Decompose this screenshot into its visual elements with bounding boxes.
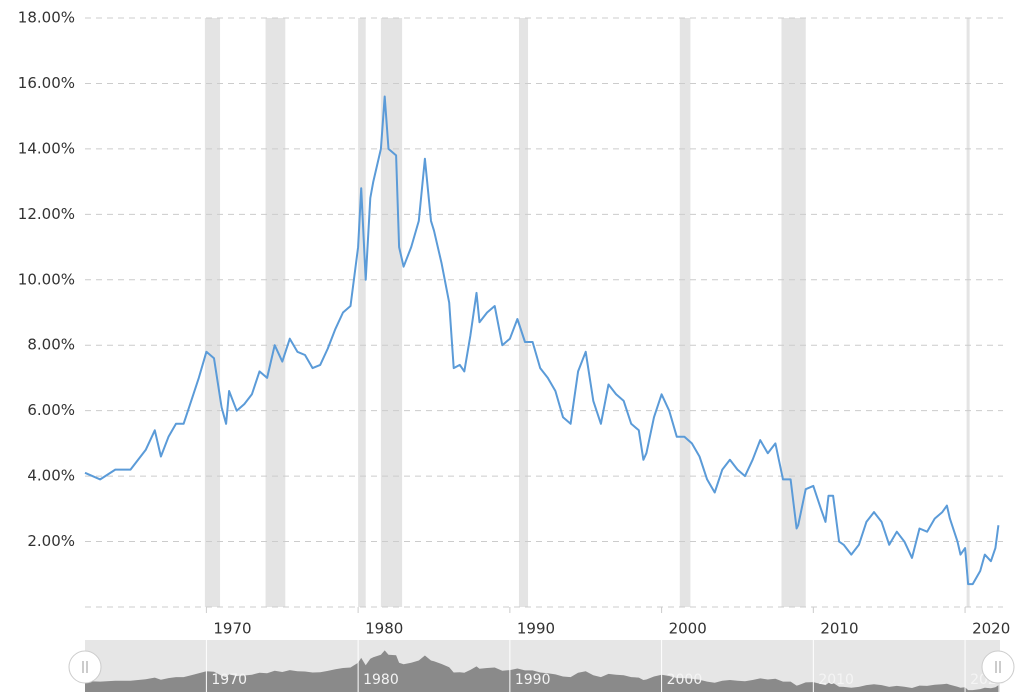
- navigator-handle[interactable]: [68, 650, 102, 684]
- x-tick-label: 1990: [517, 620, 555, 638]
- y-tick-label: 8.00%: [27, 336, 75, 354]
- handle-circle: [981, 650, 1015, 684]
- y-tick-label: 4.00%: [27, 467, 75, 485]
- y-tick-label: 16.00%: [18, 74, 75, 92]
- x-tick-label: 1980: [365, 620, 403, 638]
- series-line: [84, 95, 1000, 586]
- navigator-area: [85, 650, 999, 692]
- plot: [84, 95, 1000, 586]
- recession-band: [781, 18, 806, 607]
- x-tick-label: 2010: [820, 620, 858, 638]
- navigator-tick-label: 1990: [515, 672, 551, 688]
- y-tick-label: 18.00%: [18, 9, 75, 27]
- handle-circle: [68, 650, 102, 684]
- recession-band: [358, 18, 366, 607]
- y-tick-label: 14.00%: [18, 139, 75, 157]
- y-tick-label: 2.00%: [27, 532, 75, 550]
- recession-band: [265, 18, 286, 607]
- recession-band: [204, 18, 221, 607]
- y-tick-label: 12.00%: [18, 205, 75, 223]
- navigator-tick-label: 2010: [818, 672, 854, 688]
- y-tick-label: 6.00%: [27, 401, 75, 419]
- grid: 2.00% 4.00% 6.00% 8.00% 10.00% 12.00% 14.00% 16…: [18, 9, 1010, 638]
- navigator-tick-label: 2000: [667, 672, 703, 688]
- recession-band: [679, 18, 691, 607]
- y-tick-label: 10.00%: [18, 270, 75, 288]
- navigator-tick-label: 1980: [363, 672, 399, 688]
- recession-bands: [204, 18, 970, 607]
- x-tick-label: 1970: [213, 620, 251, 638]
- x-tick-label: 2020: [972, 620, 1010, 638]
- recession-band: [966, 18, 970, 607]
- navigator-tick-label: 1970: [211, 672, 247, 688]
- x-tick-label: 2000: [669, 620, 707, 638]
- recession-band: [518, 18, 529, 607]
- navigator-handle[interactable]: [981, 650, 1015, 684]
